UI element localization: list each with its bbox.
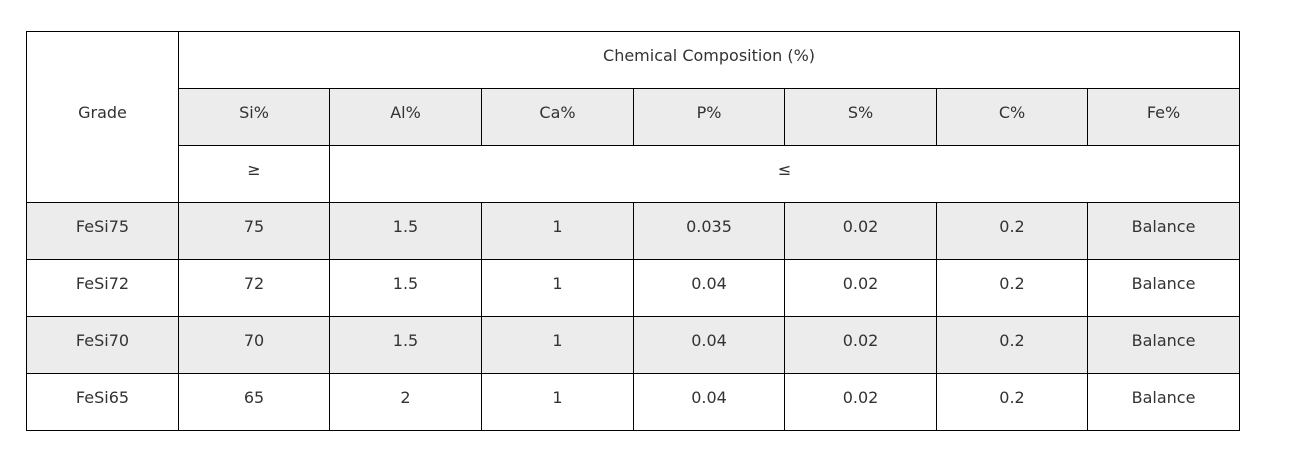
value-cell: 65 [178,373,330,431]
value-cell: 72 [178,259,330,317]
value-cell: Balance [1086,373,1241,431]
data-row: FeSi70 70 1.5 1 0.04 0.02 0.2 Balance [26,316,1241,374]
table-body: Grade Chemical Composition (%) Si% Al% Ca%… [26,31,1241,431]
group-header: Chemical Composition (%) [177,31,1241,89]
header-row: Grade Chemical Composition (%) [26,31,1241,203]
composition-table: Grade Chemical Composition (%) Si% Al% Ca%… [26,31,1241,431]
column-header: S% [784,88,937,146]
value-cell: 2 [329,373,482,431]
value-cell: 1.5 [329,316,482,374]
max-marker: ≤ [328,145,1241,203]
limit-row: ≥ ≤ [27,145,1241,203]
value-cell: 75 [178,202,330,260]
value-cell: 70 [178,316,330,374]
grade-cell: FeSi75 [26,202,179,260]
value-cell: 0.02 [784,373,937,431]
value-cell: 0.2 [936,316,1088,374]
value-cell: 1 [481,259,634,317]
grade-cell: FeSi72 [26,259,179,317]
value-cell: 0.02 [784,202,937,260]
value-cell: Balance [1086,259,1241,317]
column-header: Fe% [1086,88,1241,146]
value-cell: 1.5 [329,259,482,317]
data-row: FeSi65 65 2 1 0.04 0.02 0.2 Balance [26,373,1241,431]
grade-header: Grade [26,31,179,203]
value-cell: 0.04 [633,259,785,317]
value-cell: 0.02 [784,259,937,317]
value-cell: 0.2 [936,259,1088,317]
value-cell: 0.035 [633,202,785,260]
value-cell: 0.2 [936,202,1088,260]
value-cell: 0.02 [784,316,937,374]
column-header-row: Si% Al% Ca% P% S% C% Fe% [27,88,1241,146]
grade-cell: FeSi70 [26,316,179,374]
data-row: FeSi72 72 1.5 1 0.04 0.02 0.2 Balance [26,259,1241,317]
grade-cell: FeSi65 [26,373,179,431]
column-header: Ca% [481,88,634,146]
value-cell: 1.5 [329,202,482,260]
data-row: FeSi75 75 1.5 1 0.035 0.02 0.2 Balance [26,202,1241,260]
value-cell: 0.04 [633,316,785,374]
column-header: Al% [329,88,482,146]
value-cell: 1 [481,373,634,431]
value-cell: 1 [481,316,634,374]
min-marker: ≥ [178,145,330,203]
column-header: P% [633,88,785,146]
value-cell: 0.2 [936,373,1088,431]
value-cell: 1 [481,202,634,260]
value-cell: Balance [1086,316,1241,374]
column-header: C% [936,88,1088,146]
value-cell: 0.04 [633,373,785,431]
column-header: Si% [178,88,330,146]
value-cell: Balance [1086,202,1241,260]
